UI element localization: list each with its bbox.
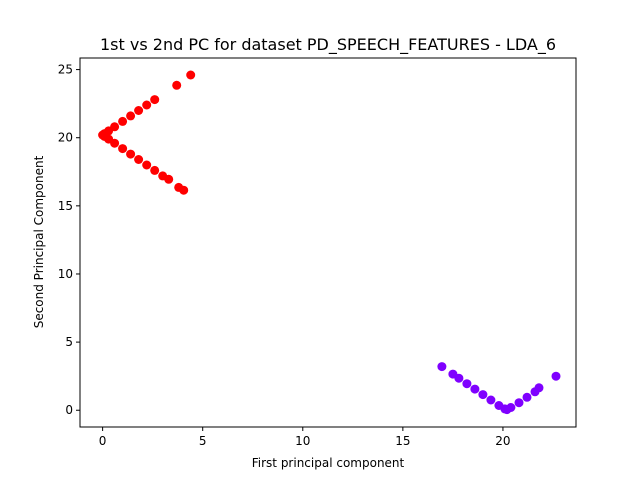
x-axis-ticks: 0 5 10 15 20 xyxy=(99,427,511,448)
axes-border xyxy=(79,57,577,428)
x-tick-label: 0 xyxy=(99,434,107,448)
x-tick-label: 10 xyxy=(295,434,310,448)
red-cluster-point xyxy=(150,165,160,175)
y-tick-label: 5 xyxy=(65,335,73,349)
y-tick-label: 0 xyxy=(65,403,73,417)
x-tick-label: 20 xyxy=(495,434,510,448)
purple-cluster-point xyxy=(470,384,480,394)
y-tick-label: 20 xyxy=(58,131,73,145)
purple-cluster-point xyxy=(506,403,516,412)
axes-background xyxy=(80,58,576,427)
red-cluster-point xyxy=(172,80,182,90)
purple-cluster-point xyxy=(478,390,488,400)
red-cluster-point xyxy=(179,185,189,195)
red-cluster-point xyxy=(164,174,174,184)
red-cluster-point xyxy=(142,160,152,170)
x-tick-label: 15 xyxy=(395,434,410,448)
y-axis-ticks: 0 5 10 15 20 25 xyxy=(58,63,80,417)
purple-cluster-point xyxy=(486,395,496,405)
red-cluster-point xyxy=(126,111,136,121)
chart-title: 1st vs 2nd PC for dataset PD_SPEECH_FEAT… xyxy=(100,35,556,55)
red-cluster-point xyxy=(110,138,120,148)
y-axis-label: Second Principal Component xyxy=(32,155,46,328)
y-tick-label: 10 xyxy=(58,267,73,281)
red-cluster-point xyxy=(150,95,160,105)
purple-cluster-point xyxy=(551,371,561,381)
red-cluster-point xyxy=(134,106,144,115)
red-cluster-point xyxy=(142,100,152,110)
red-cluster-point xyxy=(186,70,196,80)
red-cluster-point xyxy=(118,144,128,154)
purple-cluster-point xyxy=(514,398,524,408)
data-points xyxy=(98,70,561,415)
red-cluster-point xyxy=(126,149,136,159)
plot-area xyxy=(80,58,576,427)
y-tick-label: 25 xyxy=(58,63,73,77)
x-axis-label: First principal component xyxy=(252,456,405,470)
purple-cluster-point xyxy=(522,392,532,402)
red-cluster-point xyxy=(118,116,128,126)
purple-cluster-point xyxy=(437,362,447,372)
y-tick-label: 15 xyxy=(58,199,73,213)
red-cluster-point xyxy=(134,155,144,164)
x-tick-label: 5 xyxy=(199,434,207,448)
purple-cluster-point xyxy=(534,383,544,393)
purple-cluster-point xyxy=(462,379,472,389)
purple-cluster-point xyxy=(454,373,464,383)
